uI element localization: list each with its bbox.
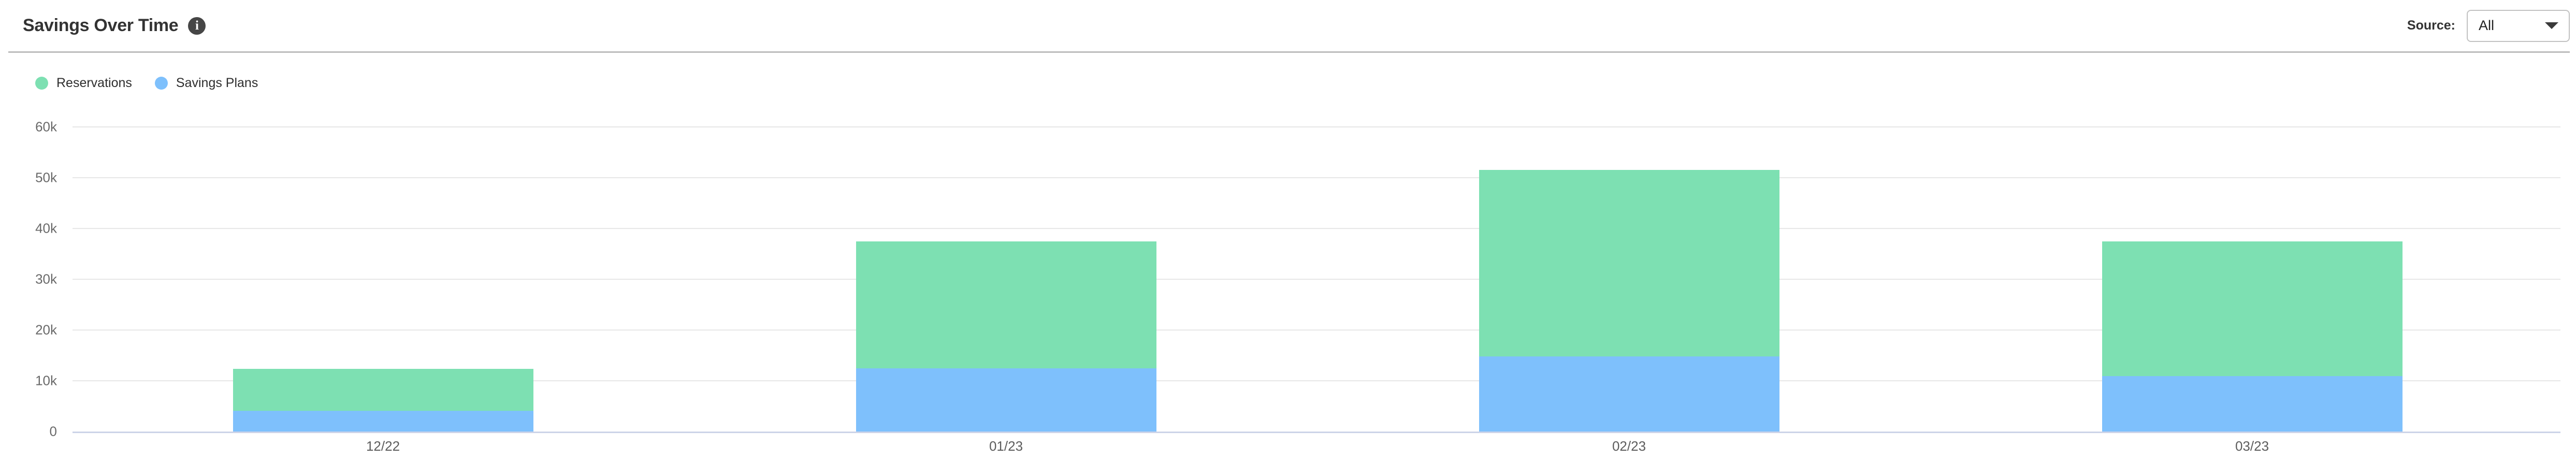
y-tick-label: 30k — [35, 271, 57, 287]
x-tick-label: 03/23 — [2235, 438, 2269, 454]
source-dropdown-value: All — [2479, 18, 2495, 33]
bar-12-22-reservations[interactable] — [233, 369, 533, 411]
x-tick-label: 01/23 — [989, 438, 1023, 454]
x-tick-label: 12/22 — [366, 438, 400, 454]
gridline — [73, 279, 2560, 280]
gridline — [73, 228, 2560, 229]
x-tick-label: 02/23 — [1612, 438, 1646, 454]
bar-12-22-savings-plans[interactable] — [233, 410, 533, 432]
source-dropdown[interactable]: All — [2467, 9, 2570, 42]
y-tick-label: 60k — [35, 119, 57, 135]
gridline — [73, 126, 2560, 127]
gridline — [73, 177, 2560, 178]
legend-dot-icon — [35, 76, 48, 90]
bar-01-23-savings-plans[interactable] — [856, 368, 1156, 432]
bar-01-23-reservations[interactable] — [856, 241, 1156, 368]
gridline — [73, 380, 2560, 381]
legend-item-reservations[interactable]: Reservations — [35, 76, 132, 91]
legend-label: Reservations — [56, 75, 132, 90]
legend-dot-icon — [154, 76, 168, 90]
bar-03-23-savings-plans[interactable] — [2102, 376, 2403, 432]
source-label: Source: — [2407, 18, 2455, 33]
header-divider — [8, 51, 2570, 53]
chart-legend: Reservations Savings Plans — [35, 74, 258, 92]
y-tick-label: 10k — [35, 372, 57, 389]
info-icon[interactable]: i — [188, 17, 206, 35]
y-tick-label: 20k — [35, 322, 57, 338]
chevron-down-icon — [2545, 22, 2558, 29]
y-tick-label: 50k — [35, 169, 57, 185]
panel-header: Savings Over Time i Source: All — [0, 0, 2576, 51]
panel-header-right: Source: All — [2407, 9, 2570, 42]
x-axis-line — [73, 432, 2560, 433]
bar-03-23-reservations[interactable] — [2102, 241, 2403, 377]
bar-02-23-savings-plans[interactable] — [1479, 356, 1779, 432]
bar-02-23-reservations[interactable] — [1479, 170, 1779, 356]
panel-header-left: Savings Over Time i — [23, 16, 206, 36]
y-tick-label: 40k — [35, 220, 57, 236]
y-tick-label: 0 — [49, 423, 57, 439]
legend-item-savings-plans[interactable]: Savings Plans — [154, 75, 258, 91]
legend-label: Savings Plans — [176, 75, 258, 90]
page-title: Savings Over Time — [23, 16, 179, 35]
gridline — [73, 329, 2560, 331]
